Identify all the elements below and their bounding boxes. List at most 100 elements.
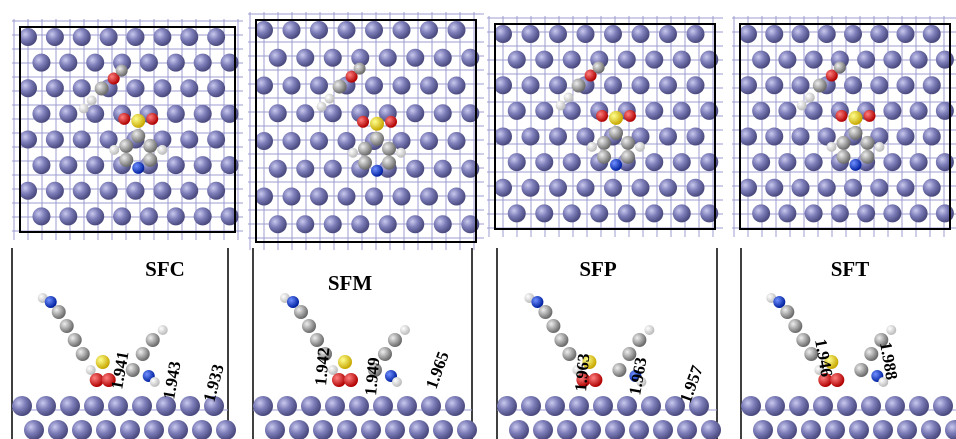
slab-atom: [96, 420, 116, 439]
atom: [76, 347, 90, 361]
slab-atom: [805, 51, 823, 69]
slab-atom: [739, 76, 757, 94]
slab-atom: [277, 396, 297, 416]
slab-atom: [36, 396, 56, 416]
slab-atom: [325, 396, 345, 416]
slab-atom: [792, 128, 810, 146]
atom: [780, 305, 794, 319]
atom: [146, 333, 160, 347]
slab-atom: [645, 204, 663, 222]
slab-atom: [365, 77, 383, 95]
slab-atom: [577, 179, 595, 197]
atom: [136, 347, 150, 361]
slab-atom: [269, 160, 287, 178]
slab-atom: [897, 128, 915, 146]
atom: [109, 145, 119, 155]
panel-label: SFC: [145, 257, 185, 281]
slab-atom: [741, 396, 761, 416]
atom: [849, 111, 863, 125]
slab-atom: [73, 182, 91, 200]
slab-atom: [535, 102, 553, 120]
atom: [597, 150, 611, 164]
slab-atom: [253, 396, 273, 416]
slab-atom: [46, 28, 64, 46]
slab-atom: [933, 396, 953, 416]
page: SFC SFM SFP SFT 1.941 1.943 1.933 1.942 …: [0, 0, 956, 439]
atom: [400, 325, 410, 335]
slab-atom: [296, 215, 314, 233]
slab-atom: [593, 396, 613, 416]
slab-atom: [255, 132, 273, 150]
slab-atom: [923, 76, 941, 94]
atom: [837, 150, 851, 164]
slab-atom: [180, 131, 198, 149]
atom: [861, 136, 875, 150]
slab-atom: [549, 25, 567, 43]
slab-atom: [818, 179, 836, 197]
slab-atom: [296, 160, 314, 178]
atom: [836, 110, 848, 122]
slab-atom: [207, 79, 225, 97]
slab-atom: [645, 102, 663, 120]
bond-length: 1.941: [107, 350, 132, 391]
slab-atom: [739, 128, 757, 146]
atom: [854, 363, 868, 377]
slab-atom: [765, 25, 783, 43]
figure: SFC SFM SFP SFT 1.941 1.943 1.933 1.942 …: [0, 0, 956, 439]
slab-atom: [420, 132, 438, 150]
slab-atom: [659, 128, 677, 146]
slab-atom: [883, 102, 901, 120]
atom: [621, 150, 635, 164]
slab-atom: [522, 128, 540, 146]
top-view: [732, 16, 956, 237]
atom: [564, 93, 574, 103]
slab-atom: [765, 128, 783, 146]
slab-atom: [32, 207, 50, 225]
atom: [333, 80, 347, 94]
bond-length: 1.943: [159, 360, 184, 401]
atom: [60, 319, 74, 333]
slab-atom: [687, 179, 705, 197]
bond-length: 1.965: [422, 349, 453, 391]
atom: [388, 333, 402, 347]
slab-atom: [752, 102, 770, 120]
slab-atom: [837, 396, 857, 416]
slab-atom: [618, 51, 636, 69]
slab-atom: [497, 396, 517, 416]
slab-atom: [406, 215, 424, 233]
slab-atom: [549, 76, 567, 94]
slab-atom: [849, 420, 869, 439]
slab-atom: [269, 104, 287, 122]
atom: [593, 62, 605, 74]
slab-atom: [857, 204, 875, 222]
atom: [813, 79, 827, 93]
atom: [587, 142, 597, 152]
slab-atom: [508, 51, 526, 69]
atom: [96, 355, 110, 369]
slab-atom: [19, 79, 37, 97]
slab-atom: [844, 76, 862, 94]
slab-atom: [870, 76, 888, 94]
slab-atom: [910, 102, 928, 120]
atom: [325, 94, 335, 104]
slab-atom: [167, 156, 185, 174]
slab-atom: [19, 28, 37, 46]
slab-atom: [153, 79, 171, 97]
slab-atom: [283, 77, 301, 95]
slab-atom: [448, 77, 466, 95]
panel-label: SFT: [831, 257, 870, 281]
slab-atom: [127, 79, 145, 97]
slab-atom: [86, 54, 104, 72]
slab-atom: [194, 207, 212, 225]
slab-atom: [604, 25, 622, 43]
slab-atom: [825, 420, 845, 439]
slab-atom: [100, 182, 118, 200]
slab-atom: [604, 76, 622, 94]
slab-atom: [545, 396, 565, 416]
slab-atom: [789, 396, 809, 416]
slab-atom: [46, 182, 64, 200]
atom: [90, 373, 104, 387]
slab-atom: [361, 420, 381, 439]
slab-atom: [406, 104, 424, 122]
bond-length: 1.963: [571, 353, 593, 393]
